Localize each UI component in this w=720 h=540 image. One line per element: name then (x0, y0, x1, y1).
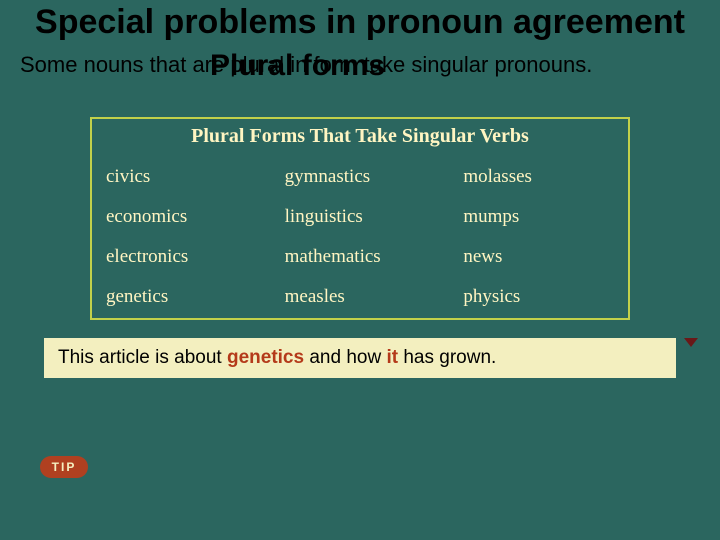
table-cell: linguistics (271, 198, 450, 238)
sentence-post: has grown. (398, 347, 496, 368)
table-cell: genetics (92, 278, 271, 318)
table-cell: physics (449, 278, 628, 318)
table-row: economics linguistics mumps (92, 198, 628, 238)
sentence-pre: This article is about (58, 347, 227, 368)
table-header: Plural Forms That Take Singular Verbs (92, 119, 628, 158)
table-row: civics gymnastics molasses (92, 158, 628, 198)
slide-title: Special problems in pronoun agreement (0, 0, 720, 49)
plural-forms-table: Plural Forms That Take Singular Verbs ci… (90, 117, 630, 320)
table-cell: mumps (449, 198, 628, 238)
table-row: genetics measles physics (92, 278, 628, 318)
table-cell: economics (92, 198, 271, 238)
example-sentence: This article is about genetics and how i… (44, 338, 676, 378)
table-cell: measles (271, 278, 450, 318)
table-body: civics gymnastics molasses economics lin… (92, 158, 628, 318)
table-cell: gymnastics (271, 158, 450, 198)
table-cell: mathematics (271, 238, 450, 278)
sentence-mid: and how (304, 347, 386, 368)
next-arrow-icon[interactable] (684, 338, 698, 347)
sentence-keyword-it: it (386, 347, 398, 368)
table-cell: molasses (449, 158, 628, 198)
table-row: electronics mathematics news (92, 238, 628, 278)
sentence-keyword-genetics: genetics (227, 347, 304, 368)
tip-label: TIP (52, 460, 77, 474)
subtitle-region: Some nouns that are plural in form take … (20, 49, 700, 111)
table-cell: civics (92, 158, 271, 198)
table-cell: news (449, 238, 628, 278)
tip-button[interactable]: TIP (40, 456, 88, 478)
subtitle-overlay: Plural forms (210, 49, 385, 83)
table-cell: electronics (92, 238, 271, 278)
